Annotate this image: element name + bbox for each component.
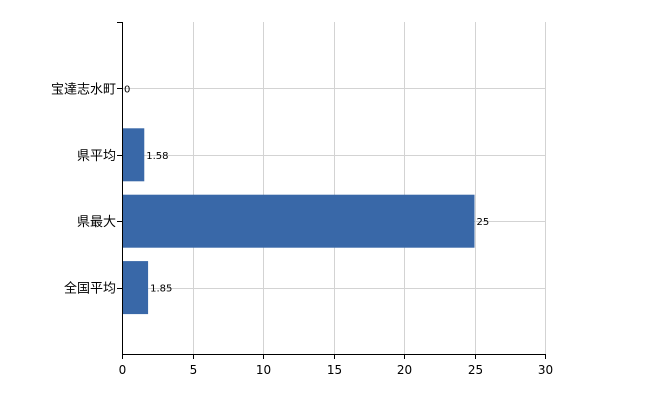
y-tick-label: 県最大 [77,215,116,230]
axes [117,22,546,359]
bar [122,194,475,248]
y-tick-label: 宝達志水町 [51,82,116,97]
bar [122,128,145,182]
data-label: 1.85 [150,284,172,295]
x-tick-label: 0 [119,363,127,377]
data-label: 25 [477,217,490,228]
x-tick-label: 30 [538,363,553,377]
labels: 0 5 10 15 20 25 30 宝達志水町 0 県平均 1.58 県最大 25 全国平均 1.85 [51,82,553,377]
x-tick-label: 25 [468,363,483,377]
x-tick-label: 15 [327,363,342,377]
grid [122,22,546,354]
bars [122,128,475,315]
data-label: 0 [124,84,130,95]
x-tick-label: 10 [256,363,271,377]
bar [122,261,149,315]
x-tick-label: 20 [397,363,412,377]
data-label: 1.58 [146,151,168,162]
y-tick-label: 県平均 [77,149,116,164]
y-tick-label: 全国平均 [64,281,116,297]
x-tick-label: 5 [190,363,198,377]
